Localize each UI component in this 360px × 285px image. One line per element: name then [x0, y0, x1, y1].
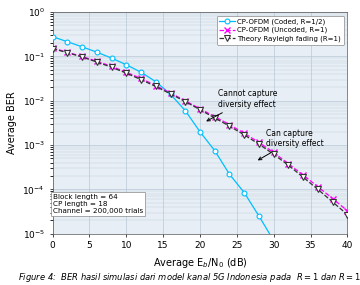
- CP-OFDM (Coded, R=1/2): [109, 56, 114, 60]
- CP-OFDM (Uncoded, R=1): [65, 50, 69, 54]
- Theory Rayleigh fading (R=1): [242, 133, 246, 137]
- CP-OFDM (Coded, R=1/2): [50, 35, 55, 38]
- CP-OFDM (Uncoded, R=1): [124, 71, 129, 74]
- CP-OFDM (Coded, R=1/2): [227, 172, 231, 176]
- CP-OFDM (Uncoded, R=1): [316, 185, 320, 188]
- CP-OFDM (Coded, R=1/2): [257, 214, 261, 218]
- Theory Rayleigh fading (R=1): [154, 85, 158, 88]
- Theory Rayleigh fading (R=1): [198, 108, 202, 111]
- CP-OFDM (Coded, R=1/2): [198, 130, 202, 133]
- CP-OFDM (Uncoded, R=1): [50, 46, 55, 50]
- Text: Can capture
diversity effect: Can capture diversity effect: [258, 129, 324, 160]
- Theory Rayleigh fading (R=1): [80, 55, 84, 59]
- CP-OFDM (Coded, R=1/2): [65, 40, 69, 43]
- CP-OFDM (Uncoded, R=1): [212, 115, 217, 118]
- Theory Rayleigh fading (R=1): [183, 100, 188, 103]
- Theory Rayleigh fading (R=1): [65, 51, 69, 54]
- CP-OFDM (Uncoded, R=1): [345, 209, 350, 212]
- Theory Rayleigh fading (R=1): [345, 213, 350, 216]
- CP-OFDM (Uncoded, R=1): [198, 107, 202, 111]
- CP-OFDM (Uncoded, R=1): [139, 77, 143, 80]
- Theory Rayleigh fading (R=1): [109, 66, 114, 69]
- Legend: CP-OFDM (Coded, R=1/2), CP-OFDM (Uncoded, R=1), Theory Rayleigh fading (R=1): CP-OFDM (Coded, R=1/2), CP-OFDM (Uncoded…: [216, 16, 344, 45]
- CP-OFDM (Coded, R=1/2): [168, 93, 173, 96]
- CP-OFDM (Uncoded, R=1): [330, 197, 335, 200]
- Theory Rayleigh fading (R=1): [257, 142, 261, 146]
- Line: CP-OFDM (Coded, R=1/2): CP-OFDM (Coded, R=1/2): [50, 34, 350, 285]
- Y-axis label: Average BER: Average BER: [7, 91, 17, 154]
- CP-OFDM (Uncoded, R=1): [154, 84, 158, 87]
- Theory Rayleigh fading (R=1): [316, 188, 320, 191]
- Theory Rayleigh fading (R=1): [139, 78, 143, 81]
- CP-OFDM (Coded, R=1/2): [95, 50, 99, 54]
- CP-OFDM (Coded, R=1/2): [80, 45, 84, 48]
- Text: Figure 4:  BER hasil simulasi dari model kanal 5G Indonesia pada  $R = 1$ dan $R: Figure 4: BER hasil simulasi dari model …: [18, 270, 360, 284]
- Theory Rayleigh fading (R=1): [286, 164, 291, 167]
- Theory Rayleigh fading (R=1): [95, 60, 99, 64]
- CP-OFDM (Uncoded, R=1): [286, 162, 291, 165]
- Line: CP-OFDM (Uncoded, R=1): CP-OFDM (Uncoded, R=1): [50, 45, 350, 213]
- Theory Rayleigh fading (R=1): [212, 116, 217, 120]
- CP-OFDM (Uncoded, R=1): [301, 173, 305, 177]
- Theory Rayleigh fading (R=1): [301, 176, 305, 179]
- CP-OFDM (Coded, R=1/2): [212, 149, 217, 152]
- CP-OFDM (Coded, R=1/2): [242, 191, 246, 194]
- CP-OFDM (Uncoded, R=1): [109, 65, 114, 68]
- CP-OFDM (Uncoded, R=1): [257, 141, 261, 144]
- CP-OFDM (Coded, R=1/2): [183, 109, 188, 112]
- CP-OFDM (Uncoded, R=1): [271, 151, 276, 154]
- Theory Rayleigh fading (R=1): [271, 152, 276, 156]
- CP-OFDM (Coded, R=1/2): [271, 239, 276, 242]
- Text: Block length = 64
CP length = 18
Channel = 200,000 trials: Block length = 64 CP length = 18 Channel…: [53, 194, 143, 214]
- CP-OFDM (Uncoded, R=1): [227, 123, 231, 126]
- CP-OFDM (Coded, R=1/2): [154, 80, 158, 83]
- Theory Rayleigh fading (R=1): [124, 72, 129, 75]
- Theory Rayleigh fading (R=1): [50, 47, 55, 50]
- Theory Rayleigh fading (R=1): [168, 92, 173, 95]
- CP-OFDM (Uncoded, R=1): [242, 132, 246, 135]
- CP-OFDM (Uncoded, R=1): [95, 60, 99, 63]
- CP-OFDM (Coded, R=1/2): [286, 265, 291, 268]
- CP-OFDM (Uncoded, R=1): [168, 91, 173, 95]
- CP-OFDM (Uncoded, R=1): [183, 99, 188, 103]
- CP-OFDM (Coded, R=1/2): [139, 71, 143, 74]
- Text: Cannot capture
diversity effect: Cannot capture diversity effect: [207, 89, 278, 121]
- CP-OFDM (Coded, R=1/2): [124, 63, 129, 66]
- X-axis label: Average E$_b$/N$_0$ (dB): Average E$_b$/N$_0$ (dB): [153, 256, 247, 270]
- Theory Rayleigh fading (R=1): [330, 200, 335, 204]
- Theory Rayleigh fading (R=1): [227, 124, 231, 128]
- CP-OFDM (Uncoded, R=1): [80, 55, 84, 58]
- Line: Theory Rayleigh fading (R=1): Theory Rayleigh fading (R=1): [49, 46, 351, 218]
